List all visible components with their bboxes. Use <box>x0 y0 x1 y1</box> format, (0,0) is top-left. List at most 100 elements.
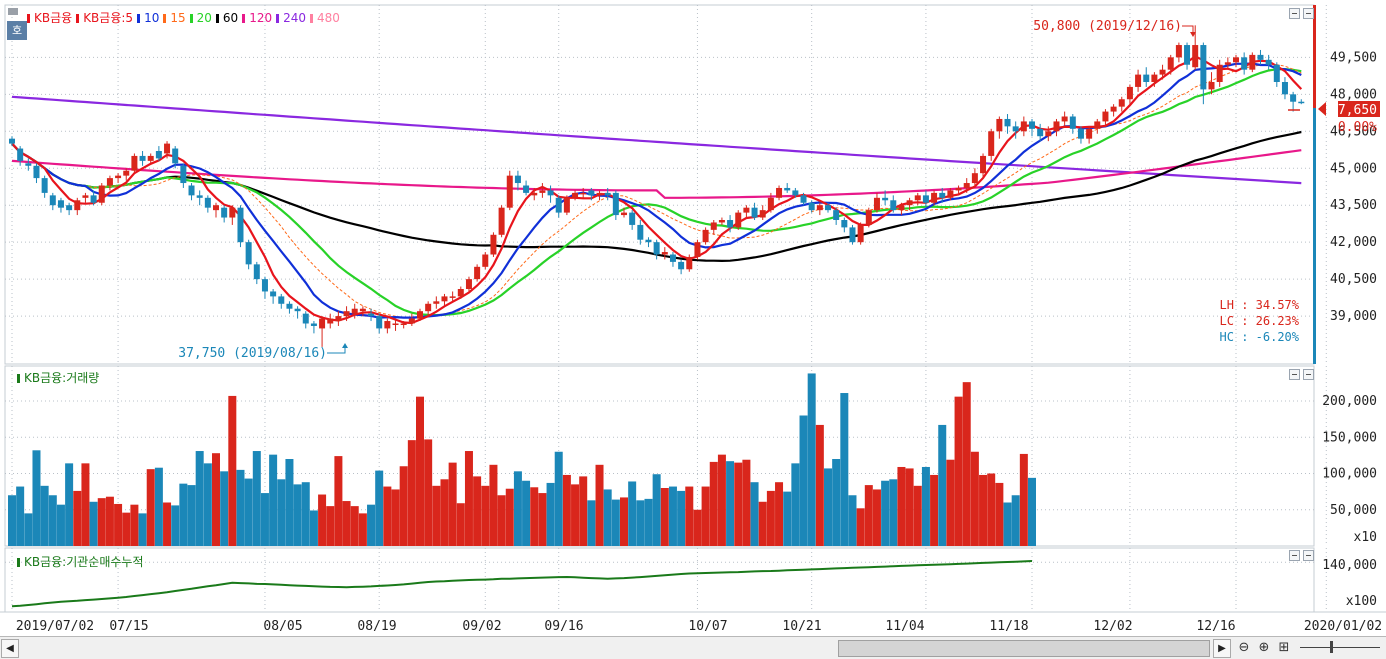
candle-body <box>735 212 742 228</box>
candle-body <box>368 313 375 317</box>
volume-bar <box>660 488 669 546</box>
volume-bar <box>970 451 979 546</box>
volume-bar <box>538 493 547 546</box>
horizontal-scrollbar[interactable]: ◀ ▶ ⊖ ⊕ ⊞ <box>0 636 1386 659</box>
volume-bar <box>807 373 816 546</box>
volume-bar <box>187 485 196 546</box>
volume-panel-minimize-button[interactable] <box>1289 369 1300 380</box>
candle-body <box>417 311 423 319</box>
high-arrow-line <box>1182 25 1194 34</box>
candle-body <box>1110 106 1117 112</box>
volume-bar <box>269 454 278 546</box>
volume-bar <box>701 486 710 546</box>
price-tick-label: 43,500 <box>1330 198 1377 213</box>
candle-body <box>449 296 456 298</box>
volume-bar <box>228 395 237 546</box>
volume-bar <box>546 482 555 546</box>
candle-body <box>718 220 725 223</box>
scroll-right-button[interactable]: ▶ <box>1213 639 1231 658</box>
candle-body <box>563 197 570 213</box>
volume-bar <box>889 479 898 546</box>
candle-body <box>686 256 693 270</box>
candle-body <box>310 323 317 326</box>
candle-body <box>759 210 766 218</box>
inst-panel-maximize-button[interactable] <box>1303 550 1314 561</box>
candle-body <box>1143 74 1150 82</box>
candle-body <box>776 187 783 198</box>
candle-body <box>1053 121 1060 132</box>
volume-bar <box>326 506 335 546</box>
candle-body <box>669 254 676 262</box>
candle-body <box>139 155 146 161</box>
candle-body <box>213 205 219 211</box>
volume-bar <box>375 470 384 546</box>
candle-body <box>106 178 113 186</box>
volume-bar <box>840 393 849 546</box>
volume-panel-maximize-button[interactable] <box>1303 369 1314 380</box>
ma20-line <box>11 67 1302 317</box>
legend-label: 15 <box>170 11 186 25</box>
volume-bar <box>946 459 955 546</box>
low-arrow-line <box>327 346 346 354</box>
inst-panel-minimize-button[interactable] <box>1289 550 1300 561</box>
price-tick-label: 49,500 <box>1330 50 1377 65</box>
volume-legend-swatch <box>17 374 20 383</box>
candle-body <box>90 195 97 203</box>
candle-body <box>482 254 489 267</box>
scroll-thumb[interactable] <box>838 640 1210 657</box>
ho-button[interactable]: 호 <box>7 21 27 40</box>
volume-bar <box>130 504 139 546</box>
candle-body <box>1086 128 1093 139</box>
volume-bar <box>432 485 441 546</box>
volume-bar <box>685 486 694 546</box>
candle-body <box>506 175 513 208</box>
legend-swatch <box>189 14 193 23</box>
volume-bar <box>881 480 890 546</box>
candle-body <box>1126 86 1133 100</box>
candle-body <box>17 148 24 161</box>
zoom-out-icon[interactable]: ⊖ <box>1238 640 1250 655</box>
candle-body <box>131 155 138 171</box>
volume-bar <box>171 505 180 546</box>
candle-body <box>555 197 562 213</box>
legend-item: 20 <box>189 11 212 25</box>
candle-body <box>963 183 970 188</box>
volume-bar <box>522 480 531 546</box>
volume-bar <box>611 499 620 546</box>
scroll-left-button[interactable]: ◀ <box>1 639 19 658</box>
date-tick-label: 12/16 <box>1196 619 1235 634</box>
volume-bar <box>750 482 759 546</box>
legend-item: 60 <box>215 11 239 25</box>
price-panel-minimize-button[interactable] <box>1289 8 1300 19</box>
volume-bar <box>864 485 873 546</box>
candle-body <box>596 192 603 196</box>
price-axis-high-bar <box>1313 5 1316 108</box>
candle-body <box>1037 128 1044 137</box>
candle-body <box>204 197 211 208</box>
volume-bar <box>709 461 718 546</box>
zoom-slider[interactable] <box>1300 641 1380 654</box>
legend-item: 120 <box>242 11 272 25</box>
legend-label: 60 <box>222 11 239 25</box>
candle-body <box>1102 111 1109 122</box>
zoom-in-icon[interactable]: ⊕ <box>1258 640 1270 655</box>
candle-body <box>351 308 358 314</box>
candle-body <box>41 178 48 193</box>
current-price-box <box>1338 101 1380 117</box>
volume-bar <box>309 510 318 546</box>
candle-body <box>123 170 130 176</box>
inst-legend-swatch <box>17 558 20 567</box>
candle-body <box>727 220 734 228</box>
candle-body <box>400 323 407 325</box>
candle-body <box>1151 74 1158 82</box>
volume-bar <box>399 466 408 546</box>
zoom-reset-icon[interactable]: ⊞ <box>1278 640 1290 655</box>
volume-tick-label: 50,000 <box>1330 503 1377 518</box>
price-panel-maximize-button[interactable] <box>1303 8 1314 19</box>
panel-handle-icon <box>8 8 18 15</box>
inst-cumulative-line <box>11 560 1033 608</box>
candle-body <box>637 224 644 240</box>
inst-unit-label: x100 <box>1346 594 1377 609</box>
volume-bar <box>473 476 482 546</box>
low-arrow-head <box>342 343 348 348</box>
